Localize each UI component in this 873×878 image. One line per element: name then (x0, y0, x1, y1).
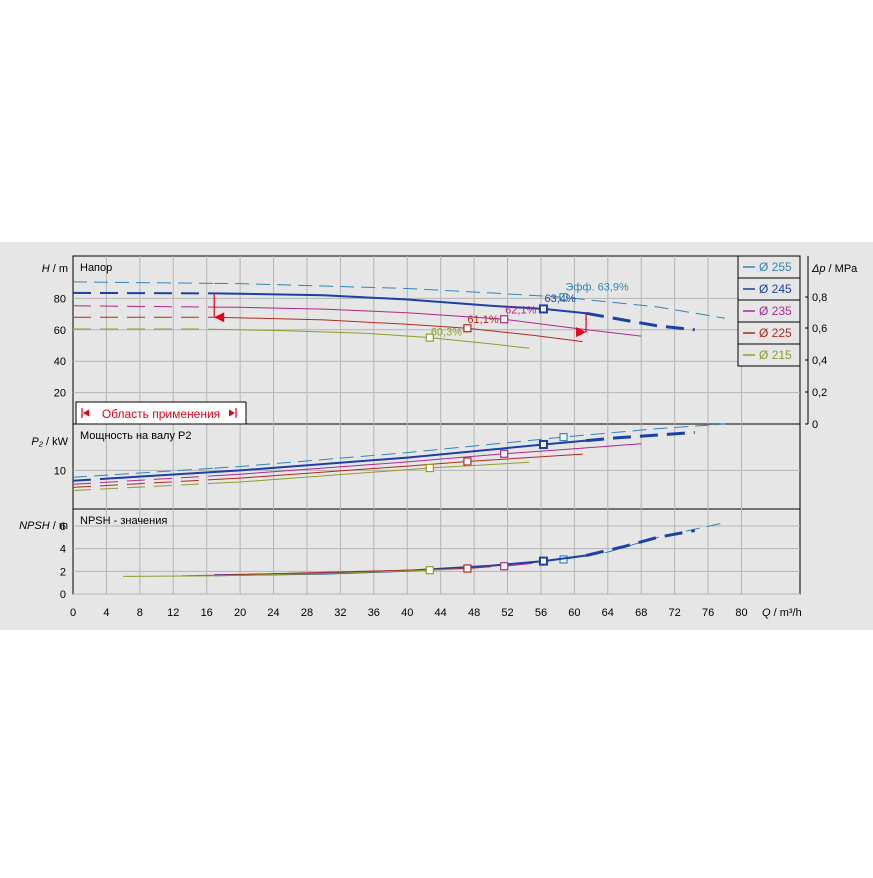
y-tick-label: 4 (60, 544, 66, 556)
efficiency-label: 61,1% (467, 314, 498, 326)
efficiency-label: 63,4% (544, 293, 575, 305)
x-tick-label: 80 (735, 607, 747, 619)
x-tick-label: 52 (501, 607, 513, 619)
x-tick-label: 64 (602, 607, 614, 619)
x-tick-label: 48 (468, 607, 480, 619)
right-axis-tick-label: 0,8 (812, 292, 827, 304)
x-tick-label: 0 (70, 607, 76, 619)
operating-point-marker (540, 558, 547, 565)
x-tick-label: 16 (201, 607, 213, 619)
panel-title-npsh: NPSH - значения (80, 515, 167, 527)
operating-point-marker (426, 465, 433, 472)
y-axis-label-head: H / m (42, 263, 68, 275)
x-tick-label: 36 (368, 607, 380, 619)
right-axis-label: Δp / MPa (811, 263, 858, 275)
x-tick-label: 40 (401, 607, 413, 619)
operating-point-marker (501, 450, 508, 457)
y-tick-label: 10 (54, 465, 66, 477)
x-tick-label: 44 (435, 607, 447, 619)
right-axis-tick-label: 0 (812, 419, 818, 431)
y-tick-label: 0 (60, 589, 66, 601)
x-tick-label: 76 (702, 607, 714, 619)
x-tick-label: 60 (568, 607, 580, 619)
operating-point-marker (540, 305, 547, 312)
x-tick-label: 8 (137, 607, 143, 619)
right-axis-tick-label: 0,4 (812, 355, 827, 367)
right-axis-tick-label: 0,2 (812, 387, 827, 399)
operating-range-label: Область применения (102, 407, 220, 421)
operating-point-marker (501, 563, 508, 570)
x-tick-label: 72 (669, 607, 681, 619)
plot-frame-npsh (73, 509, 800, 594)
operating-point-marker (501, 316, 508, 323)
operating-point-marker (426, 567, 433, 574)
y-axis-label-power: P₂ / kW (31, 436, 68, 448)
y-tick-label: 40 (54, 356, 66, 368)
efficiency-label: 62,1% (505, 304, 536, 316)
y-axis-label-npsh: NPSH / m (19, 520, 68, 532)
right-axis-tick-label: 0,6 (812, 323, 827, 335)
x-tick-label: 4 (103, 607, 109, 619)
y-tick-label: 80 (54, 293, 66, 305)
y-tick-label: 2 (60, 566, 66, 578)
operating-point-marker (464, 458, 471, 465)
operating-point-marker (464, 565, 471, 572)
y-tick-label: 60 (54, 325, 66, 337)
legend-entry-label: Ø 245 (759, 282, 792, 296)
operating-point-marker (540, 441, 547, 448)
x-tick-label: 24 (267, 607, 279, 619)
y-tick-label: 20 (54, 388, 66, 400)
legend-entry-label: Ø 235 (759, 304, 792, 318)
x-tick-label: 68 (635, 607, 647, 619)
x-tick-label: 32 (334, 607, 346, 619)
plot-frame-head (73, 256, 800, 424)
x-tick-label: 56 (535, 607, 547, 619)
efficiency-label: Эфф. 63,9% (566, 281, 630, 293)
x-tick-label: 28 (301, 607, 313, 619)
panel-title-head: Напор (80, 262, 112, 274)
operating-point-marker (560, 434, 567, 441)
x-axis-label: Q / m³/h (762, 607, 802, 619)
legend-entry-label: Ø 215 (759, 348, 792, 362)
legend-entry-label: Ø 225 (759, 326, 792, 340)
efficiency-label: 60,3% (431, 327, 462, 339)
legend-entry-label: Ø 255 (759, 260, 792, 274)
x-tick-label: 20 (234, 607, 246, 619)
x-tick-label: 12 (167, 607, 179, 619)
panel-title-power: Мощность на валу P2 (80, 430, 192, 442)
